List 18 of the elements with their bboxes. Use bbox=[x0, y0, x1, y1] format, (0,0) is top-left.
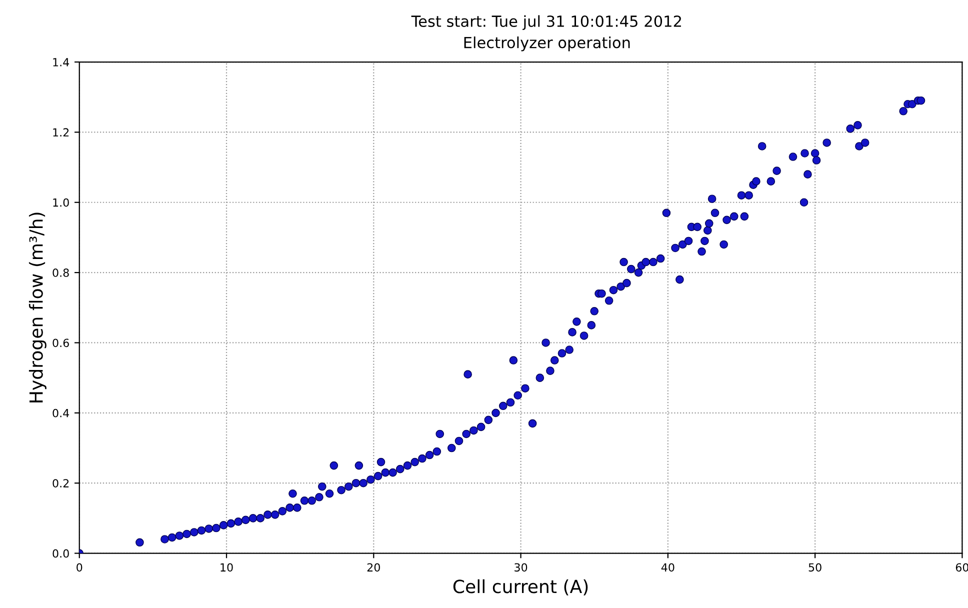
y-tick-label: 0.4 bbox=[52, 408, 70, 418]
x-tick-label: 40 bbox=[661, 563, 674, 572]
y-tick-label: 1.4 bbox=[53, 58, 70, 66]
chart-subtitle: Electrolyzer operation bbox=[464, 36, 630, 52]
x-tick-label: 10 bbox=[220, 563, 233, 572]
x-tick-label: 50 bbox=[808, 563, 822, 572]
y-axis-title: Hydrogen flow (m³/h) bbox=[28, 212, 46, 402]
y-tick-label: 1.2 bbox=[53, 128, 69, 136]
y-tick-label: 0.8 bbox=[52, 268, 69, 277]
x-tick-label: 30 bbox=[514, 563, 528, 572]
x-tick-label: 0 bbox=[76, 563, 82, 572]
chart-title: Test start: Tue jul 31 10:01:45 2012 bbox=[411, 15, 681, 30]
x-tick-label: 20 bbox=[367, 563, 380, 572]
y-tick-label: 0.2 bbox=[52, 479, 69, 488]
y-tick-label: 0.6 bbox=[52, 338, 69, 348]
x-axis-title: Cell current (A) bbox=[453, 579, 588, 596]
y-tick-label: 0.0 bbox=[52, 549, 69, 558]
y-tick-label: 1.0 bbox=[53, 198, 69, 207]
